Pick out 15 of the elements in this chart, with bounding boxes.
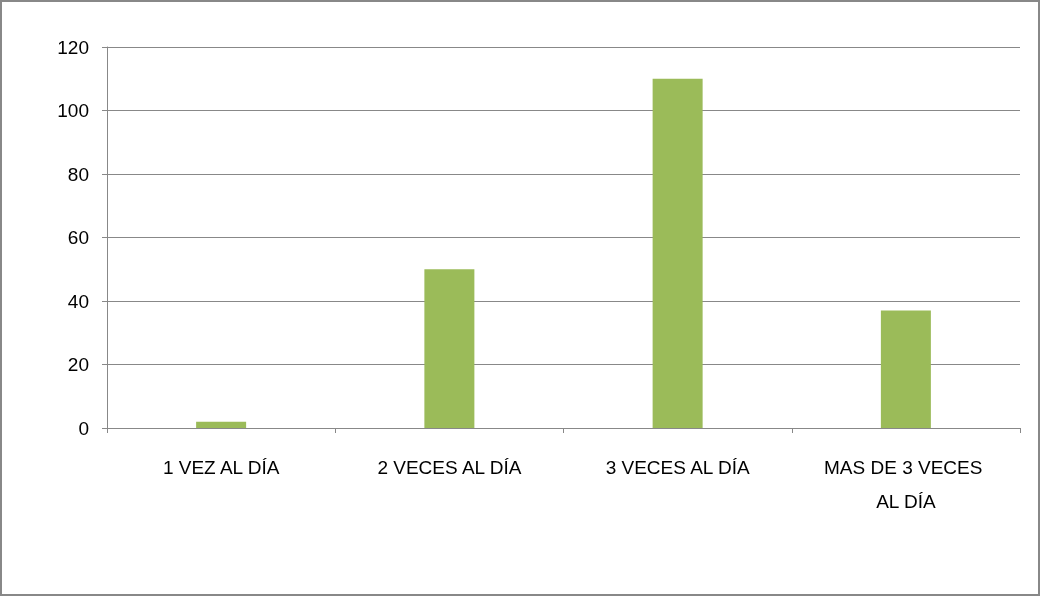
y-tick-label: 40 [67,290,89,312]
y-tick-label: 100 [57,100,89,121]
y-tick-label: 0 [78,417,89,439]
x-tick-label: 3 VECES AL DÍA [605,456,750,478]
x-tick-label: 2 VECES AL DÍA [377,456,522,478]
y-tick-label: 120 [57,36,89,58]
bar [196,421,247,428]
bar [880,310,931,428]
y-tick-label: 80 [67,163,89,185]
x-tick-label: MAS DE 3 VECES AL DÍA [824,456,988,512]
bar [424,269,475,428]
x-tick-label: 1 VEZ AL DÍA [162,456,280,478]
y-tick-label: 20 [67,354,89,375]
y-tick-label: 60 [67,227,89,248]
bar [652,78,703,428]
